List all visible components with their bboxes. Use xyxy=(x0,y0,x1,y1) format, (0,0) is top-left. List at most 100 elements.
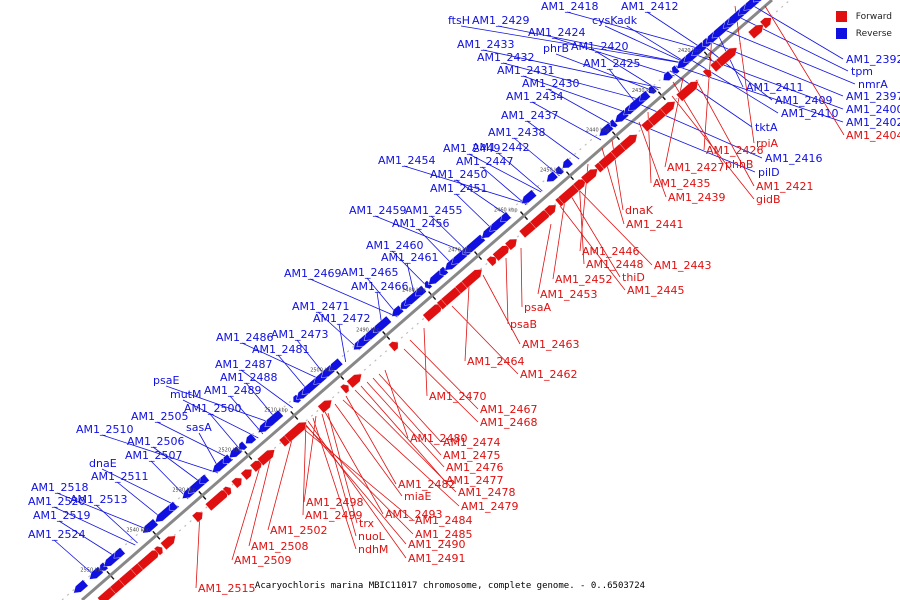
reverse-leader-line xyxy=(430,215,471,255)
gene-label-am1-2465: AM1_2465 xyxy=(341,266,399,279)
reverse-gene-arrow xyxy=(662,70,674,81)
reverse-gene-arrow xyxy=(415,285,427,297)
gene-label-am1-2410: AM1_2410 xyxy=(781,107,839,120)
gene-label-am1-2429: AM1_2429 xyxy=(472,14,530,27)
gene-label-am1-2476: AM1_2476 xyxy=(446,461,504,474)
gene-label-am1-2439: AM1_2439 xyxy=(668,191,726,204)
gene-label-am1-2411: AM1_2411 xyxy=(746,81,804,94)
gene-label-am1-2427: AM1_2427 xyxy=(667,161,725,174)
reverse-gene-arrow xyxy=(743,0,763,11)
reverse-leader-line xyxy=(53,539,98,579)
reverse-leader-line xyxy=(468,153,542,193)
reverse-gene-arrow xyxy=(372,315,392,333)
gene-label-am1-2461: AM1_2461 xyxy=(381,251,439,264)
forward-leader-line xyxy=(734,5,755,144)
forward-gene-arrow xyxy=(137,549,160,571)
gene-label-dnak: dnaK xyxy=(625,204,654,217)
reverse-leader-line xyxy=(675,65,844,123)
forward-leader-line xyxy=(321,413,357,537)
gene-label-am1-2524: AM1_2524 xyxy=(28,528,86,541)
gene-label-am1-2481: AM1_2481 xyxy=(252,343,310,356)
gene-label-am1-2418: AM1_2418 xyxy=(541,0,599,13)
tick-label: 2420 kbp xyxy=(678,48,702,54)
forward-gene-arrow xyxy=(702,68,712,79)
reverse-leader-line xyxy=(240,369,294,409)
gene-label-ndhm: ndhM xyxy=(358,543,388,556)
gene-label-am1-2502: AM1_2502 xyxy=(270,524,328,537)
gene-label-thid: thiD xyxy=(622,271,645,284)
gene-label-am1-2507: AM1_2507 xyxy=(125,449,183,462)
reverse-gene-arrow xyxy=(238,441,248,451)
reverse-leader-line xyxy=(646,11,705,51)
gene-label-am1-2490: AM1_2490 xyxy=(408,538,466,551)
gene-label-gidb: gidB xyxy=(756,193,781,206)
reverse-leader-line xyxy=(101,434,219,474)
gene-label-tpm: tpm xyxy=(851,65,873,78)
gene-label-ftsh: ftsH xyxy=(448,14,470,27)
tick-label: 2460 kbp xyxy=(494,208,518,214)
reverse-leader-line xyxy=(604,25,689,65)
forward-leader-line xyxy=(403,348,479,423)
forward-leader-line xyxy=(703,34,713,151)
reverse-leader-line xyxy=(317,311,360,351)
forward-gene-arrow xyxy=(422,303,443,323)
forward-gene-arrow xyxy=(759,17,772,29)
forward-leader-line xyxy=(302,421,307,516)
gene-label-rpia: rpiA xyxy=(756,137,779,150)
tick-label: 2490 kbp xyxy=(356,328,380,334)
gene-label-am1-2452: AM1_2452 xyxy=(555,273,613,286)
gene-label-am1-2434: AM1_2434 xyxy=(506,90,564,103)
forward-gene-arrow xyxy=(222,486,232,496)
gene-label-am1-2472: AM1_2472 xyxy=(313,312,371,325)
tick-label: 2550 kbp xyxy=(80,567,104,573)
tick-label: 2480 kbp xyxy=(402,288,426,294)
gene-label-sasa: sasA xyxy=(186,421,212,434)
reverse-leader-line xyxy=(670,70,753,128)
forward-leader-line xyxy=(303,415,317,503)
gene-label-am1-2479: AM1_2479 xyxy=(461,500,519,513)
gene-label-am1-2438: AM1_2438 xyxy=(488,126,546,139)
forward-leader-line xyxy=(573,184,653,266)
tick-label: 2430 kbp xyxy=(632,88,656,94)
forward-leader-line xyxy=(695,79,755,187)
gene-label-phhb: phhB xyxy=(725,158,753,171)
gene-label-am1-2467: AM1_2467 xyxy=(480,403,538,416)
reverse-leader-line xyxy=(701,43,773,101)
forward-leader-line xyxy=(299,425,414,521)
forward-leader-line xyxy=(267,431,295,531)
reverse-gene-arrow xyxy=(671,65,680,74)
reverse-leader-line xyxy=(482,49,661,89)
gene-label-am1-2446: AM1_2446 xyxy=(582,245,640,258)
forward-gene-arrow xyxy=(747,24,764,40)
gene-label-am1-2412: AM1_2412 xyxy=(621,0,679,13)
forward-gene-arrow xyxy=(461,269,483,289)
gene-label-am1-2433: AM1_2433 xyxy=(457,38,515,51)
gene-label-am1-2432: AM1_2432 xyxy=(477,51,535,64)
forward-leader-line xyxy=(342,399,460,507)
gene-label-am1-2443: AM1_2443 xyxy=(654,259,712,272)
reverse-leader-line xyxy=(209,413,243,453)
reverse-leader-line xyxy=(156,421,234,461)
gene-label-am1-2515: AM1_2515 xyxy=(198,582,256,595)
forward-leader-line xyxy=(195,511,201,589)
reverse-leader-line xyxy=(150,460,189,500)
reverse-leader-line xyxy=(455,193,496,233)
gene-label-am1-2519: AM1_2519 xyxy=(33,509,91,522)
forward-gene-arrow xyxy=(492,245,510,262)
reverse-gene-arrow xyxy=(199,474,210,484)
reverse-leader-line xyxy=(58,520,120,560)
gene-label-am1-2416: AM1_2416 xyxy=(765,152,823,165)
gene-label-am1-2484: AM1_2484 xyxy=(415,514,473,527)
gene-label-am1-2421: AM1_2421 xyxy=(756,180,814,193)
reverse-gene-arrow xyxy=(555,165,565,175)
gene-label-am1-2477: AM1_2477 xyxy=(446,474,504,487)
forward-leader-line xyxy=(334,403,403,497)
reverse-leader-line xyxy=(497,152,543,192)
forward-genes xyxy=(97,17,772,600)
forward-gene-arrow xyxy=(191,511,204,523)
reverse-leader-line xyxy=(101,468,180,508)
gene-label-am1-2480: AM1_2480 xyxy=(410,432,468,445)
gene-label-am1-2447: AM1_2447 xyxy=(456,155,514,168)
gene-label-am1-2426: AM1_2426 xyxy=(706,144,764,157)
